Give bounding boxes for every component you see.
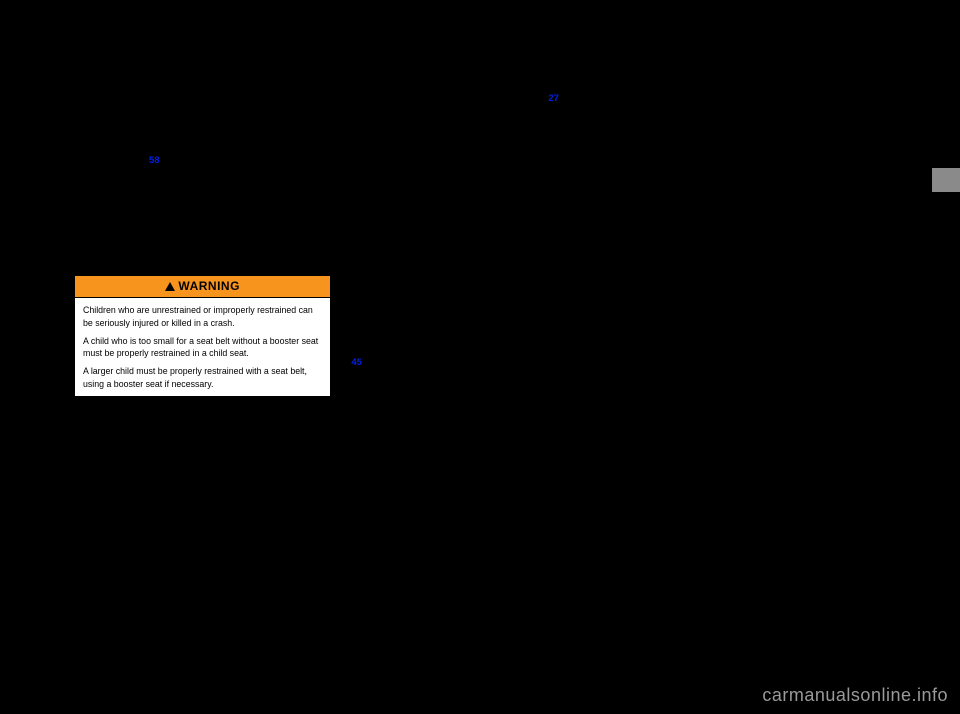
subhead-airbag-risks: The Passenger's Front Airbag Can Pose Se…: [74, 192, 331, 206]
continued-marker: CONTINUED: [74, 78, 331, 90]
warning-box: WARNING Children who are unrestrained or…: [74, 275, 331, 397]
para-several-children: Your vehicle has a back seat where child…: [351, 230, 608, 271]
page-title: Protecting Children – General Guidelines: [74, 40, 350, 58]
page-number: 35: [741, 61, 886, 72]
para-small-children: Placing a forward-facing child seat in t…: [629, 96, 886, 179]
column-1: CONTINUED To remind you of the passenger…: [74, 78, 331, 405]
bullet-seatbelt: Make sure the seat belt is properly posi…: [351, 380, 608, 394]
para-larger-children: Children who have outgrown child seats a…: [629, 206, 886, 289]
warning-text-3: A larger child must be properly restrain…: [83, 365, 322, 390]
warning-label: WARNING: [178, 278, 240, 295]
warning-text-2: A child who is too small for a seat belt…: [83, 335, 322, 360]
subhead-several-children: If You Must Drive with Several Children: [351, 212, 608, 226]
bullet-read-manual: Make sure you read and fully understand …: [351, 281, 608, 309]
warning-text-1: Children who are unrestrained or imprope…: [83, 304, 322, 329]
subhead-infants: Infants: [351, 129, 608, 143]
manual-page: Protecting Children – General Guidelines…: [74, 40, 886, 640]
warning-header: WARNING: [75, 276, 330, 298]
section-tab: [932, 168, 960, 192]
breadcrumb-line1: Driver and Passenger Safety: [741, 40, 886, 50]
page-link-58[interactable]: 58: [149, 155, 160, 166]
para-labels: To remind you of the passenger's front a…: [74, 99, 331, 182]
para-infants: Never put a rear-facing child seat in th…: [351, 147, 608, 202]
bullet-seat-rearmost: Move the vehicle seat to the rear-most p…: [351, 319, 608, 333]
page-link-45[interactable]: 45: [351, 357, 362, 368]
page-link-27[interactable]: 27: [548, 93, 559, 104]
warning-body: Children who are unrestrained or imprope…: [75, 298, 330, 396]
bullet-sit-upright: Have the child sit upright and well back…: [351, 342, 608, 370]
para-airbag-design: Front airbags have been designed to help…: [74, 210, 331, 265]
column-3: Small Children Placing a forward-facing …: [629, 78, 886, 405]
subhead-small-children: Small Children: [629, 78, 886, 92]
content-columns: CONTINUED To remind you of the passenger…: [74, 78, 886, 405]
column-2: Even with advanced front airbags, which …: [351, 78, 608, 405]
breadcrumb-line2: Protecting Children – General Guidelines: [741, 50, 886, 60]
watermark: carmanualsonline.info: [762, 685, 948, 706]
subhead-larger-children: Larger Children: [629, 188, 886, 202]
page-header: Protecting Children – General Guidelines…: [74, 40, 886, 72]
warning-triangle-icon: [165, 282, 175, 291]
para-advanced-airbags: Even with advanced front airbags, which …: [351, 78, 608, 119]
